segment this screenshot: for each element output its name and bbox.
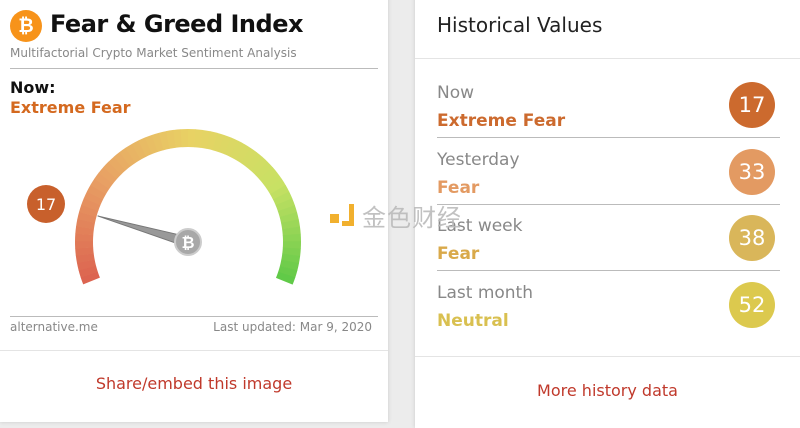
history-value-badge: 33 [729, 149, 775, 195]
gauge-arc-segment [142, 146, 148, 149]
divider [10, 316, 378, 317]
card-subtitle: Multifactorial Crypto Market Sentiment A… [10, 46, 297, 60]
history-row: Yesterday Fear 33 [437, 139, 780, 205]
gauge-arc-segment [281, 196, 284, 202]
gauge-arc-segment [136, 148, 142, 151]
source-link[interactable]: alternative.me [10, 320, 98, 334]
history-row: Now Extreme Fear 17 [437, 72, 780, 138]
watermark-logo-icon [330, 204, 356, 228]
gauge-arc-segment [195, 138, 202, 139]
gauge-arc-segment [95, 189, 98, 195]
gauge-arc-segment [86, 214, 88, 221]
gauge-arc-segment [115, 163, 120, 168]
gauge-arc-segment [85, 254, 86, 261]
gauge-arc-segment [98, 184, 102, 190]
gauge-arc-segment [246, 155, 252, 159]
gauge-arc-segment [270, 178, 274, 184]
gauge-arc-segment [290, 221, 291, 228]
gauge-arc-segment [87, 268, 89, 275]
gauge-arc-segment [84, 227, 85, 234]
gauge-arc-segment [85, 221, 86, 228]
divider [415, 58, 800, 59]
divider [0, 350, 388, 351]
gauge-arc-segment [240, 152, 246, 156]
history-classification: Fear [437, 178, 479, 198]
gauge-arc-segment [90, 201, 93, 208]
divider [415, 356, 800, 357]
gauge-arc-segment [130, 152, 136, 156]
gauge-arc-segment [208, 140, 215, 142]
gauge-arc-segment [84, 248, 85, 255]
gauge-arc-segment [278, 190, 281, 196]
gauge-arc-segment [291, 248, 292, 255]
bitcoin-icon: ₿ [181, 233, 194, 252]
gauge-arc-segment [284, 275, 286, 282]
gauge-arc-segment [291, 228, 292, 235]
gauge-arc-segment [287, 268, 289, 275]
now-classification: Extreme Fear [10, 98, 131, 117]
history-period: Last month [437, 283, 533, 303]
gauge-arc-segment [288, 214, 290, 221]
last-updated: Last updated: Mar 9, 2020 [213, 320, 372, 334]
gauge-arc-segment [106, 173, 111, 178]
gauge-arc-segment [286, 208, 288, 215]
gauge-arc-segment [148, 143, 155, 145]
gauge-arc-segment [125, 155, 131, 159]
gauge-arc-segment [92, 195, 95, 201]
gauge-arc-segment [266, 173, 271, 178]
gauge-arc-segment [251, 159, 257, 164]
watermark-text: 金色财经 [362, 198, 462, 233]
gauge-arc-segment [174, 138, 181, 139]
gauge-arc-segment [234, 149, 240, 152]
share-embed-link[interactable]: Share/embed this image [0, 374, 388, 393]
history-row: Last month Neutral 52 [437, 272, 780, 338]
history-classification: Fear [437, 244, 479, 264]
gauge-arc-segment [202, 139, 209, 140]
gauge-arc-segment [168, 139, 175, 140]
gauge-arc-segment [161, 140, 168, 142]
gauge-arc-segment [155, 141, 162, 143]
gauge-arc-segment [228, 146, 234, 149]
history-row: Last week Fear 38 [437, 205, 780, 271]
gauge-arc-segment [88, 208, 90, 215]
watermark: 金色财经 [330, 198, 462, 233]
history-period: Now [437, 83, 474, 103]
gauge-arc-segment [289, 261, 291, 268]
history-value-badge: 52 [729, 282, 775, 328]
gauge-arc-segment [89, 274, 91, 281]
gauge-arc-segment [290, 255, 291, 262]
gauge-arc-segment [102, 178, 106, 184]
gauge-arc-segment [274, 184, 278, 190]
gauge-arc-segment [284, 202, 287, 209]
history-period: Yesterday [437, 150, 520, 170]
history-value-badge: 17 [729, 82, 775, 128]
historical-title: Historical Values [437, 13, 602, 37]
history-value-badge: 38 [729, 215, 775, 261]
history-classification: Neutral [437, 311, 509, 331]
gauge-value-text: 17 [36, 195, 56, 214]
gauge-arc-segment [120, 159, 126, 163]
gauge-arc-segment [261, 168, 266, 173]
gauge-arc-segment [215, 142, 222, 144]
history-classification: Extreme Fear [437, 111, 565, 131]
now-label: Now: [10, 78, 56, 97]
gauge-arc-segment [256, 164, 261, 169]
gauge-arc-segment [110, 168, 115, 173]
gauge-arc-segment [221, 143, 228, 146]
more-history-link[interactable]: More history data [415, 381, 800, 400]
gauge-arc-segment [86, 261, 88, 268]
card-title: Fear & Greed Index [50, 10, 303, 38]
divider [10, 68, 378, 69]
bitcoin-icon: ₿ [10, 10, 42, 42]
